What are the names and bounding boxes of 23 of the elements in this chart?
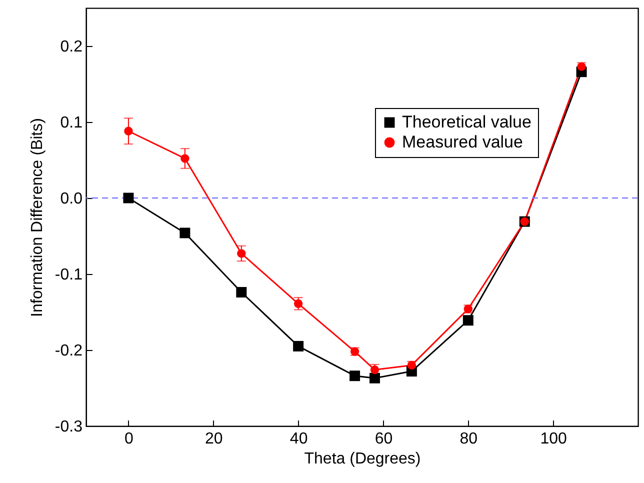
point xyxy=(236,286,247,298)
x-tick-label: 60 xyxy=(374,430,393,448)
y-tick-label: -0.1 xyxy=(54,266,83,284)
x-tick-label: 40 xyxy=(290,430,308,448)
y-tick-label: 0.1 xyxy=(60,114,83,132)
y-axis-title: Information Difference (Bits) xyxy=(28,118,46,317)
point xyxy=(293,340,304,352)
x-tick-label: 0 xyxy=(124,430,134,448)
x-tick-label: 80 xyxy=(460,430,478,448)
point xyxy=(462,315,474,326)
legend-label: Theoretical value xyxy=(402,112,532,132)
x-tick-label: 100 xyxy=(540,430,568,448)
point xyxy=(350,370,360,382)
x-axis-title: Theta (Degrees) xyxy=(304,450,421,468)
x-tick-label: 20 xyxy=(204,430,223,448)
y-tick-label: -0.2 xyxy=(54,342,83,360)
y-tick-label: 0.0 xyxy=(60,190,83,208)
y-tick-label: -0.3 xyxy=(54,418,83,436)
point xyxy=(180,228,190,238)
point xyxy=(123,192,134,204)
y-tick-label: 0.2 xyxy=(60,38,83,56)
legend-label: Measured value xyxy=(402,132,523,152)
point xyxy=(369,372,380,384)
